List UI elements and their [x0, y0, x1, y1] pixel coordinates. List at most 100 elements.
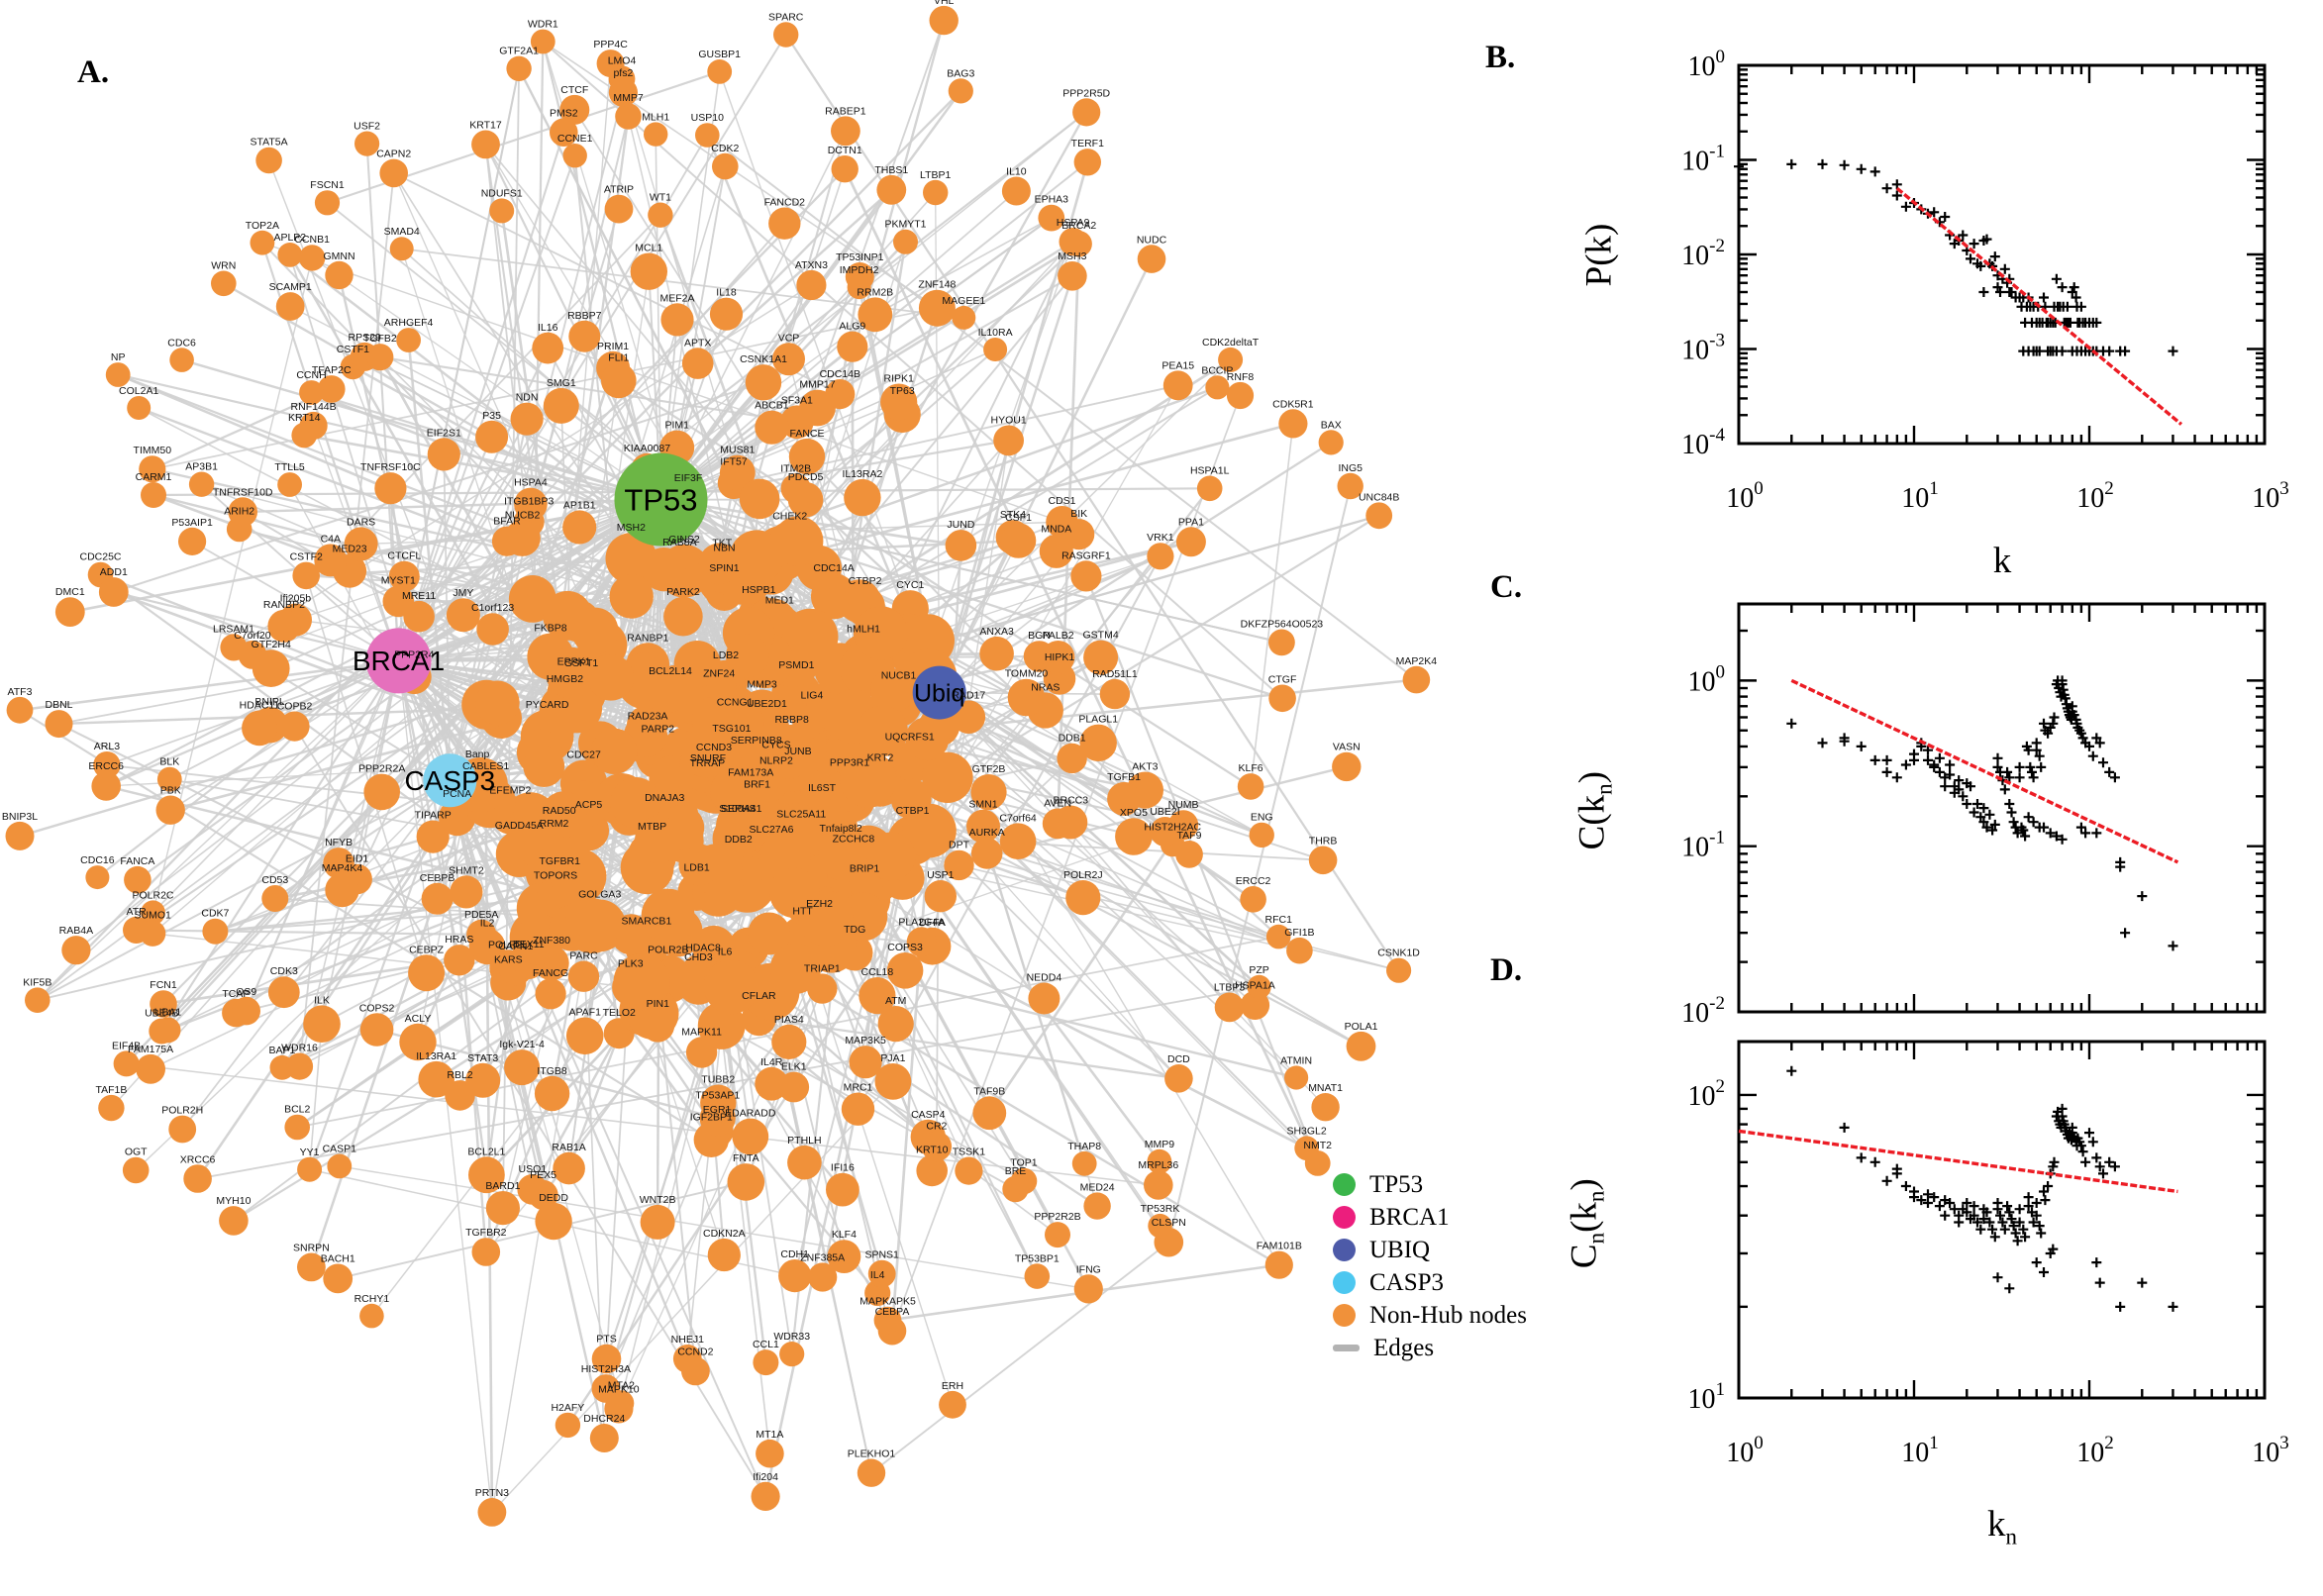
- gene-node-label: POLR2J: [1063, 869, 1103, 881]
- gene-node: [1000, 523, 1037, 558]
- gene-node-label: CFLAR: [742, 990, 776, 1002]
- gene-node-label: HSPA9: [1057, 217, 1090, 229]
- gene-node: [768, 207, 801, 240]
- network-edge: [160, 659, 400, 1033]
- gene-node: [787, 1145, 822, 1180]
- gene-node-label: NUMB: [1168, 799, 1199, 811]
- gene-node-label: CDC25C: [79, 551, 121, 563]
- gene-node: [769, 867, 820, 918]
- gene-node: [707, 1238, 741, 1272]
- gene-node: [1038, 204, 1065, 232]
- gene-node-label: MTA2: [608, 1379, 635, 1391]
- gene-node: [25, 987, 50, 1013]
- gene-node: [587, 654, 635, 701]
- gene-node-label: USP1: [927, 869, 955, 881]
- gene-node-label: TP53BP1: [1015, 1252, 1060, 1264]
- gene-node-label: IL13RA1: [416, 1050, 456, 1062]
- gene-node-label: CDK7: [201, 908, 229, 920]
- gene-node: [1386, 957, 1412, 983]
- gene-node-label: MNAT1: [1308, 1082, 1343, 1094]
- gene-node: [854, 606, 908, 660]
- gene-node-label: S100A4: [719, 803, 757, 815]
- fit-line: [1895, 186, 2183, 426]
- gene-node: [178, 527, 207, 556]
- gene-node-label: FKBP8: [534, 623, 566, 635]
- gene-node-label: KIF5B: [23, 976, 51, 988]
- gene-node-label: CDH1: [780, 1248, 809, 1260]
- gene-node: [232, 996, 260, 1026]
- gene-node-label: ATM: [885, 995, 906, 1007]
- gene-node-label: CSNK1D: [1377, 948, 1420, 959]
- gene-node-label: C1orf123: [471, 602, 514, 614]
- gene-node-label: SEPHS1: [721, 803, 762, 815]
- gene-node-label: IL2: [480, 918, 495, 930]
- gene-node-label: CDC27: [566, 749, 601, 761]
- gene-node-label: HMGB2: [547, 673, 584, 685]
- gene-node: [389, 237, 414, 261]
- gene-node: [1059, 228, 1087, 256]
- gene-node: [510, 402, 544, 436]
- gene-node: [514, 487, 548, 522]
- hub-nodes: [365, 452, 966, 808]
- gene-node: [1284, 1065, 1309, 1090]
- gene-node: [250, 230, 275, 255]
- gene-node: [1137, 245, 1166, 273]
- gene-node-label: SPIN1: [709, 562, 740, 574]
- gene-node-label: ZNF148: [918, 279, 956, 291]
- gene-node: [150, 990, 177, 1018]
- gene-node-label: PPP2R4: [394, 648, 434, 660]
- gene-node: [591, 728, 638, 774]
- gene-node-label: JUNB: [784, 746, 811, 757]
- gene-node-label: FANCG: [533, 967, 568, 979]
- gene-node: [695, 123, 720, 148]
- gene-node-label: IFI16: [831, 1162, 855, 1174]
- gene-node-label: RNF8: [1227, 371, 1255, 383]
- gene-node: [475, 420, 509, 453]
- gene-node-label: BRIP1: [850, 863, 880, 875]
- plot-frame: [1737, 1040, 2267, 1400]
- gene-node-label: PPP2R2B: [1034, 1211, 1080, 1223]
- gene-node: [382, 585, 415, 618]
- gene-node: [613, 953, 670, 1011]
- gene-node-label: ZNF24: [703, 668, 735, 680]
- gene-node-label: ERCC6: [88, 760, 124, 772]
- gene-node: [681, 1356, 710, 1386]
- gene-node: [136, 1053, 166, 1084]
- gene-node-label: MTBP: [638, 821, 666, 833]
- gene-node: [297, 1156, 323, 1182]
- gene-node: [874, 1063, 912, 1100]
- gene-node: [972, 1096, 1007, 1131]
- gene-node-label: DEDD: [539, 1192, 568, 1204]
- gene-node-label: SF3A1: [781, 394, 813, 406]
- gene-node: [1249, 822, 1274, 848]
- gene-node: [707, 59, 733, 84]
- gene-node-label: DFFA: [919, 917, 946, 929]
- gene-node: [681, 348, 714, 379]
- network-edge: [117, 373, 661, 501]
- gene-node: [939, 1390, 966, 1419]
- gene-node: [922, 751, 973, 803]
- gene-node: [1041, 641, 1075, 674]
- gene-node-label: IL10: [1006, 166, 1027, 178]
- gene-node: [168, 1115, 197, 1144]
- gene-node-label: PTHLH: [787, 1135, 821, 1147]
- gene-node: [847, 275, 871, 300]
- gene-node: [1072, 98, 1101, 127]
- panel-d-label: D.: [1490, 952, 1523, 988]
- gene-node: [466, 919, 497, 950]
- gene-node-label: MAPKAPK5: [859, 1296, 916, 1308]
- gene-node-label: MLH1: [642, 111, 669, 123]
- gene-node-label: NP: [111, 351, 126, 363]
- axis-label-kn: kn: [1987, 1504, 2017, 1549]
- gene-node-label: KRT10: [916, 1145, 949, 1156]
- gene-node-label: USP10: [691, 112, 724, 124]
- gene-node: [601, 362, 637, 399]
- gene-node-label: LIG4: [801, 690, 824, 702]
- gene-node-label: IL18: [716, 287, 737, 299]
- legend-label: CASP3: [1369, 1269, 1445, 1296]
- gene-node: [418, 1060, 455, 1098]
- gene-node-label: TOPORS: [534, 870, 577, 882]
- gene-node-label: CD53: [261, 874, 288, 886]
- gene-node-label: GFI1B: [1284, 927, 1314, 939]
